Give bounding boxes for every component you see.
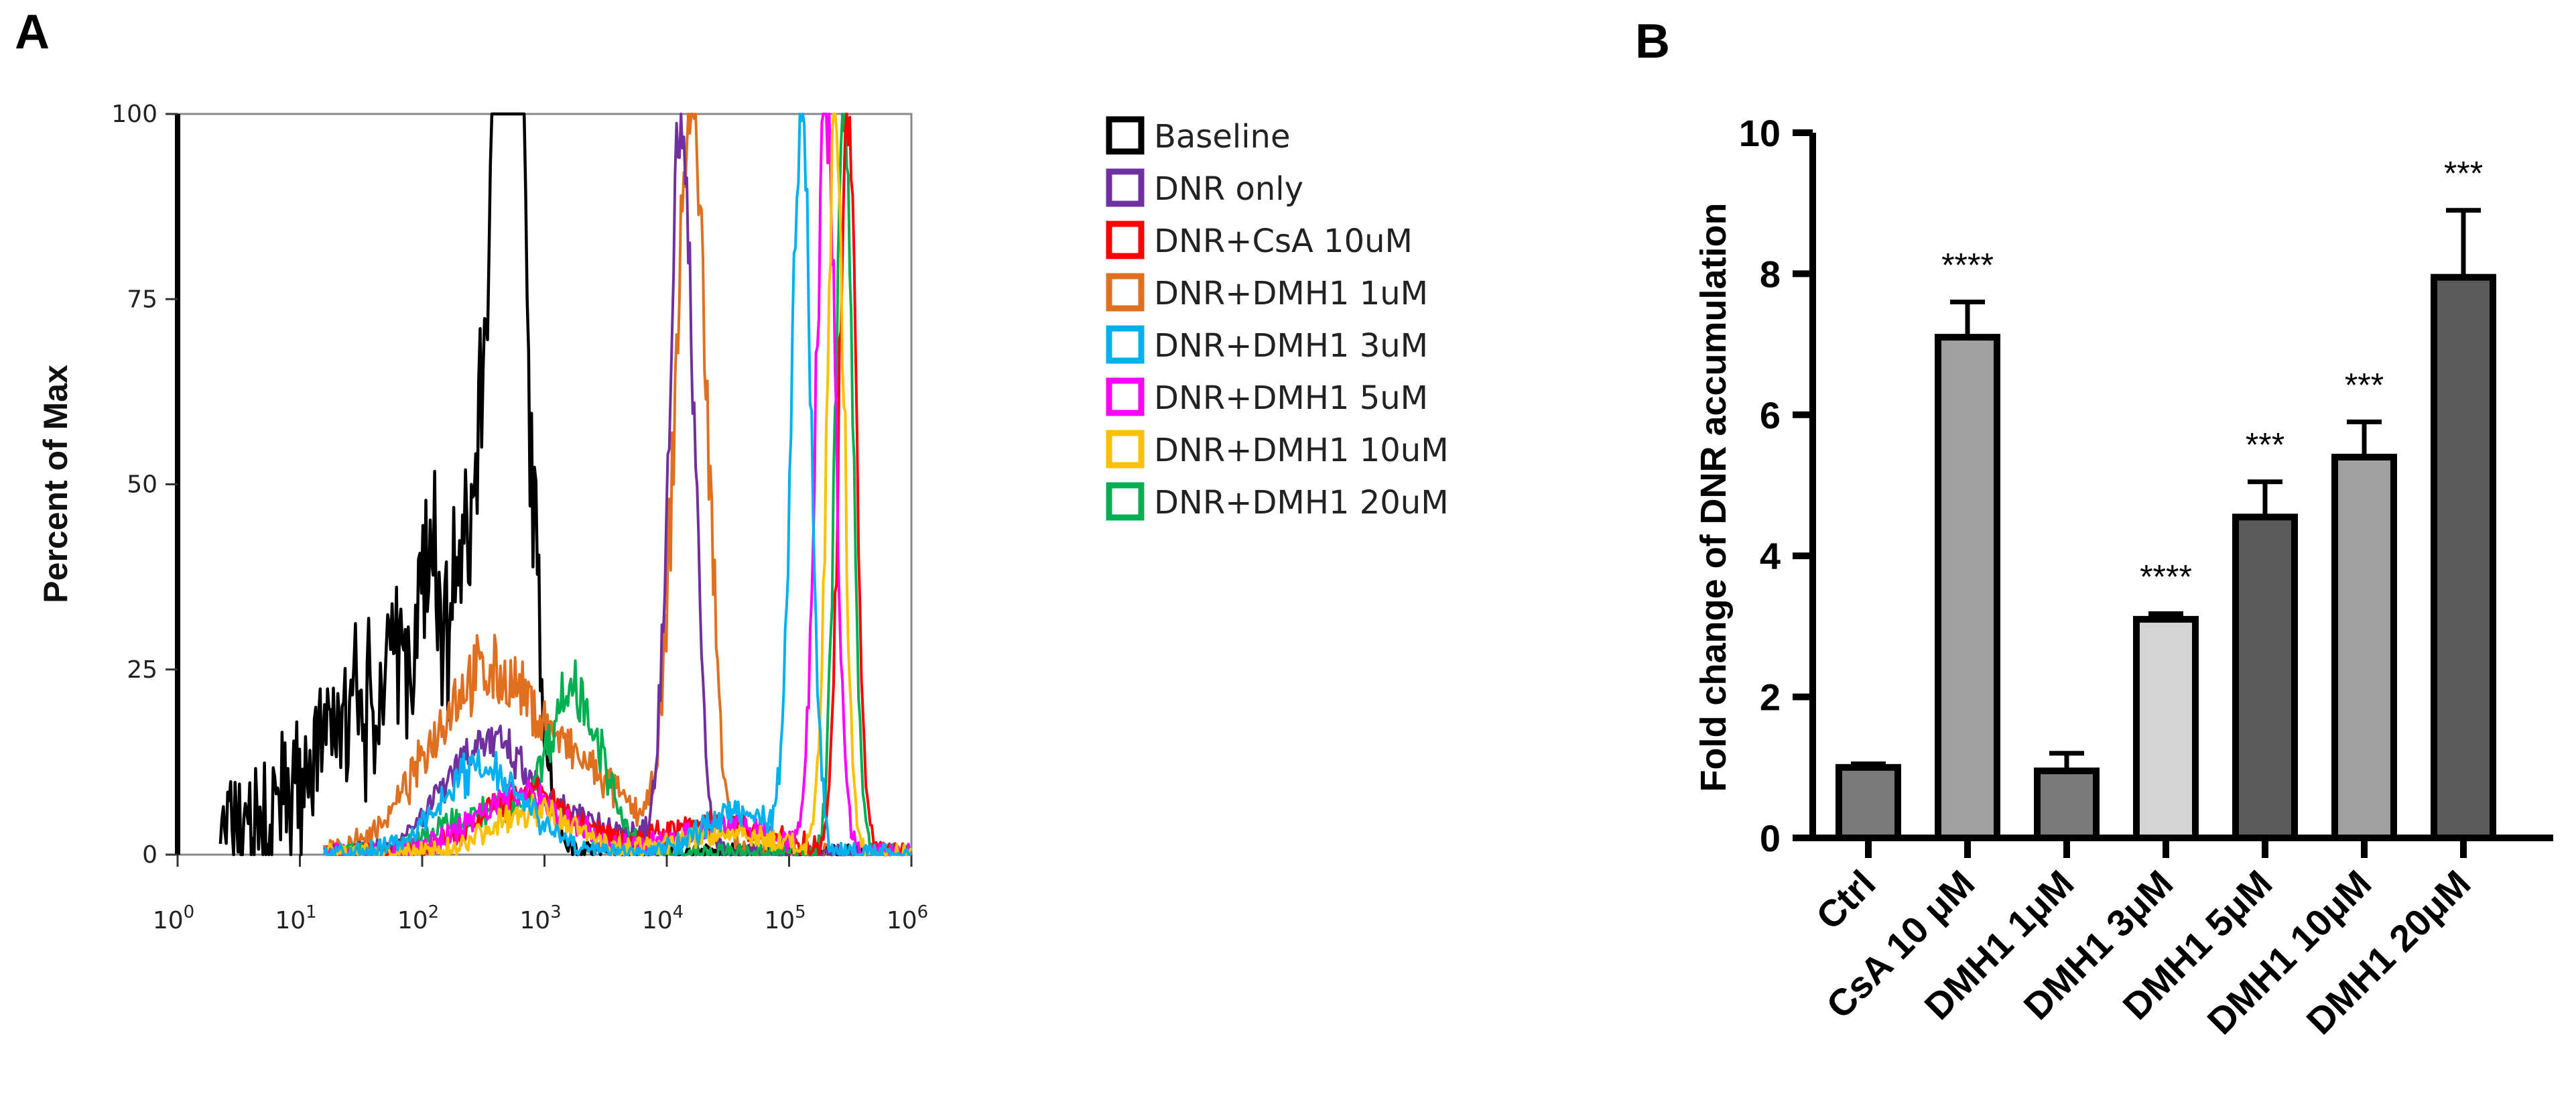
significance-label: ***: [2444, 155, 2483, 192]
legend-swatch: [1106, 168, 1145, 207]
bar-category-label: Ctrl: [1808, 862, 1884, 938]
legend-swatch: [1106, 482, 1145, 521]
legend-swatch: [1106, 116, 1145, 155]
histogram-x-tick-label: 102: [397, 902, 439, 934]
bar: [2331, 453, 2397, 841]
legend-label: DNR+DMH1 1uM: [1154, 275, 1428, 312]
legend-swatch: [1106, 221, 1145, 259]
histogram-x-tick-label: 100: [153, 902, 194, 934]
bar: [2431, 273, 2496, 842]
histogram-series-line: [323, 113, 913, 856]
histogram-x-tick-label: 104: [642, 902, 684, 934]
bar-y-tick-label: 10: [1739, 112, 1781, 154]
histogram-x-tick-label: 101: [275, 902, 316, 934]
legend-swatch: [1106, 377, 1145, 416]
bar: [2232, 513, 2298, 842]
histogram-legend: Baseline DNR only DNR+CsA 10uM DNR+DMH1 1uM…: [1106, 116, 1449, 522]
bar: [2034, 768, 2100, 842]
histogram-y-tick-label: 100: [111, 101, 157, 128]
legend-swatch: [1106, 430, 1145, 469]
bar-y-tick-label: 8: [1760, 253, 1781, 295]
legend-label: DNR+DMH1 3uM: [1154, 327, 1428, 365]
histogram-y-tick-label: 75: [127, 286, 157, 313]
bar-y-tick-label: 4: [1760, 535, 1781, 577]
legend-label: DNR+DMH1 5uM: [1154, 379, 1428, 417]
bar-y-tick-label: 0: [1760, 817, 1781, 859]
significance-label: ****: [1941, 246, 1994, 284]
legend-label: DNR+DMH1 20uM: [1154, 484, 1449, 522]
legend-label: DNR+DMH1 10uM: [1154, 432, 1449, 469]
bar: [1935, 334, 2000, 841]
significance-label: ***: [2246, 426, 2284, 464]
panel-a-label: A: [15, 5, 50, 59]
histogram-y-tick-label: 0: [142, 841, 157, 869]
histogram-y-tick-label: 25: [127, 656, 157, 684]
histogram-x-tick-label: 106: [887, 902, 928, 934]
bar-y-tick-label: 6: [1760, 394, 1781, 436]
significance-label: ***: [2345, 366, 2384, 404]
legend-label: Baseline: [1154, 118, 1291, 156]
legend-label: DNR only: [1154, 170, 1303, 208]
legend-swatch: [1106, 273, 1145, 312]
bar-y-tick-label: 2: [1760, 676, 1781, 719]
legend-label: DNR+CsA 10uM: [1154, 223, 1413, 260]
histogram-x-tick-label: 105: [764, 902, 806, 934]
bar: [1836, 763, 1901, 842]
bar: [2133, 615, 2199, 841]
panel-b-label: B: [1635, 15, 1670, 68]
legend-swatch: [1106, 325, 1145, 364]
bar-y-axis-label: Fold change of DNR accumulation: [1693, 202, 1734, 792]
significance-label: ****: [2140, 558, 2192, 595]
histogram-x-tick-label: 103: [519, 902, 561, 934]
histogram-y-tick-label: 50: [127, 471, 157, 499]
histogram-chart: 0 25 50 75 100 100 101 102 103 104 105 106 Percent…: [37, 101, 1449, 934]
histogram-y-axis-label: Percent of Max: [37, 365, 74, 603]
